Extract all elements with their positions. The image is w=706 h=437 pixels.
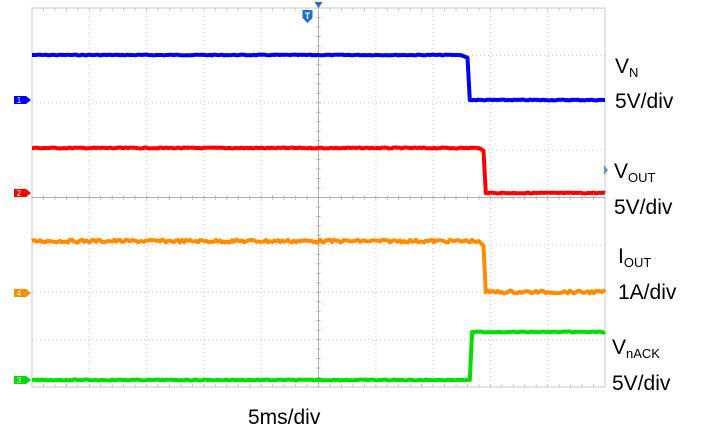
channel-marker-ch1: 1 (14, 96, 31, 105)
channel-marker-ch4: 4 (14, 289, 31, 298)
label-ch3-scale: 5V/div (612, 372, 671, 395)
graticule (31, 7, 606, 388)
trigger-marker: T (302, 2, 608, 175)
channel-marker-shape (14, 189, 31, 197)
channel-marker-ch3: 3 (14, 376, 31, 385)
channel-markers: 1 2 4 3 (14, 96, 31, 385)
label-ch4-scale: 1A/div (618, 281, 677, 304)
label-ch3-name: VnACK (612, 336, 660, 361)
traces (31, 52, 607, 383)
label-ch1-scale: 5V/div (615, 90, 674, 113)
label-ch2-name: VOUT (614, 160, 656, 185)
channel-marker-number: 2 (17, 189, 22, 198)
label-ch4-name: IOUT (618, 245, 652, 270)
channel-marker-shape (14, 96, 31, 104)
trigger-label: T (305, 11, 311, 21)
channel-marker-number: 3 (17, 376, 22, 385)
trace-ch3 (31, 329, 607, 383)
trace-ch1 (32, 52, 606, 103)
trace-ch4 (31, 237, 607, 296)
channel-marker-ch2: 2 (14, 189, 31, 198)
label-ch2-scale: 5V/div (614, 196, 673, 219)
trigger-level-icon (314, 2, 323, 8)
channel-marker-shape (14, 376, 31, 384)
label-ch1-name: VN (615, 55, 639, 80)
trigger-position-icon (302, 10, 313, 23)
channel-marker-number: 4 (17, 289, 22, 298)
trace-ch2 (31, 145, 606, 196)
trigger-level-edge-icon (604, 165, 608, 175)
channel-marker-shape (14, 289, 31, 297)
timebase-label: 5ms/div (248, 406, 321, 429)
channel-marker-number: 1 (17, 96, 22, 105)
